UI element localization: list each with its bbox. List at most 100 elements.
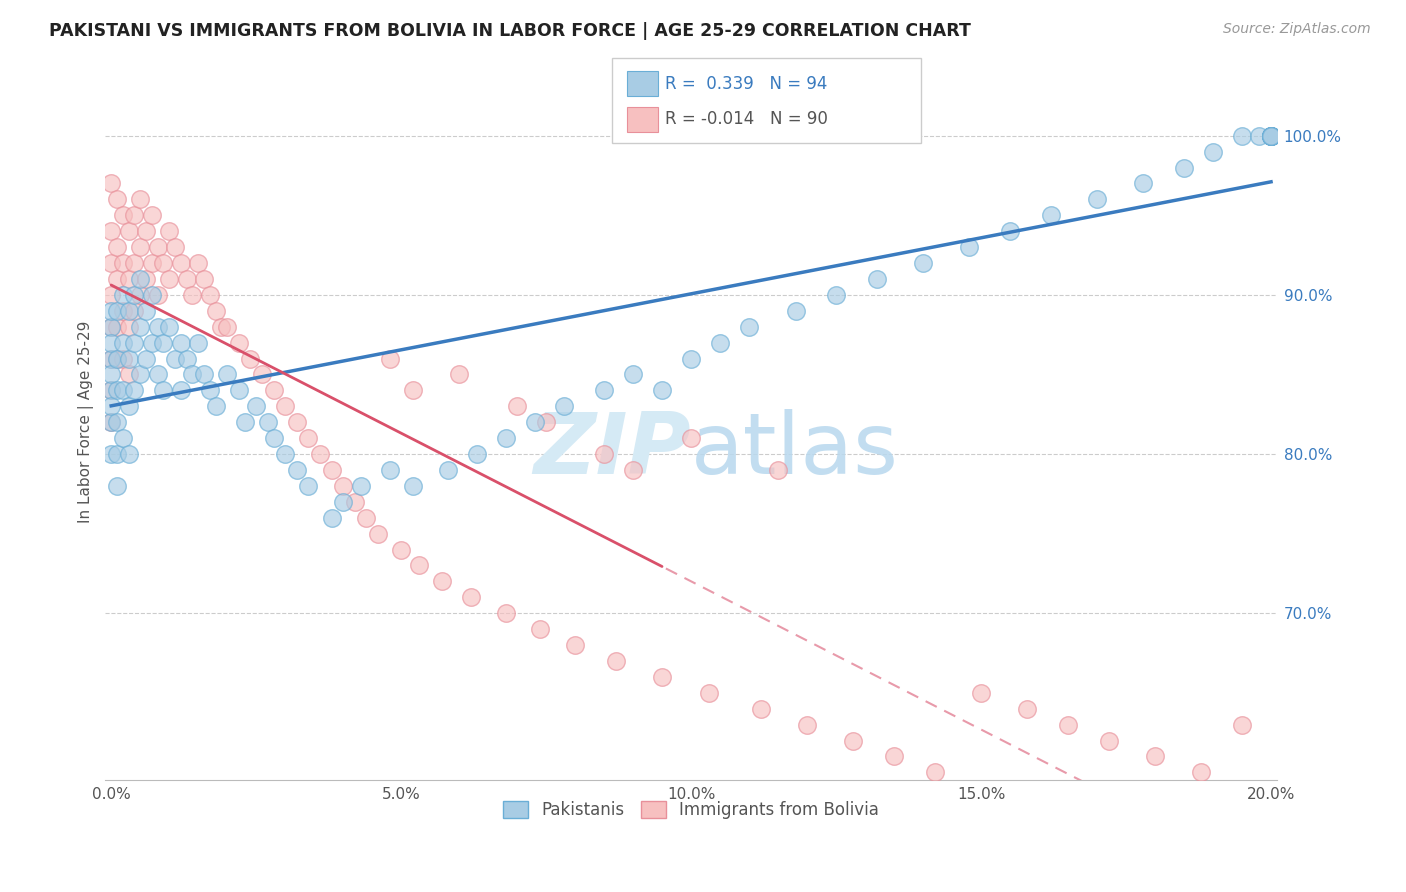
Point: [100, 319, 122, 334]
Point: [449, 368, 471, 382]
Point: [1173, 161, 1195, 175]
Point: [141, 335, 163, 350]
Point: [141, 208, 163, 222]
Point: [146, 240, 169, 254]
Point: [193, 272, 215, 286]
Point: [100, 256, 122, 270]
Point: [198, 384, 221, 398]
Point: [100, 384, 122, 398]
Point: [111, 303, 134, 318]
Point: [1260, 128, 1282, 143]
Point: [256, 415, 278, 429]
Point: [309, 447, 332, 461]
Point: [681, 431, 703, 445]
Point: [187, 335, 209, 350]
Point: [181, 288, 204, 302]
Point: [100, 335, 122, 350]
Point: [593, 447, 616, 461]
Point: [152, 335, 174, 350]
Point: [105, 240, 128, 254]
Point: [198, 288, 221, 302]
Point: [681, 351, 703, 366]
Point: [825, 288, 848, 302]
Point: [129, 272, 152, 286]
Point: [349, 479, 371, 493]
Text: R =  0.339   N = 94: R = 0.339 N = 94: [665, 75, 827, 93]
Point: [796, 717, 818, 731]
Point: [651, 384, 673, 398]
Point: [621, 463, 644, 477]
Point: [124, 256, 146, 270]
Point: [117, 351, 139, 366]
Text: Source: ZipAtlas.com: Source: ZipAtlas.com: [1223, 22, 1371, 37]
Text: ZIP: ZIP: [533, 409, 692, 492]
Point: [495, 606, 517, 620]
Point: [621, 368, 644, 382]
Point: [709, 335, 731, 350]
Point: [105, 192, 128, 206]
Point: [181, 368, 204, 382]
Point: [124, 303, 146, 318]
Point: [593, 384, 616, 398]
Point: [100, 224, 122, 238]
Point: [1260, 128, 1282, 143]
Point: [129, 319, 152, 334]
Point: [135, 272, 157, 286]
Point: [378, 351, 401, 366]
Point: [842, 733, 865, 747]
Point: [170, 256, 193, 270]
Point: [204, 399, 226, 413]
Point: [285, 415, 308, 429]
Point: [321, 463, 343, 477]
Point: [605, 654, 627, 668]
Point: [1260, 128, 1282, 143]
Point: [124, 288, 146, 302]
Point: [105, 319, 128, 334]
Point: [1260, 128, 1282, 143]
Point: [285, 463, 308, 477]
Point: [209, 319, 232, 334]
Point: [100, 368, 122, 382]
Point: [651, 670, 673, 684]
Point: [170, 335, 193, 350]
Point: [146, 319, 169, 334]
Point: [436, 463, 458, 477]
Text: PAKISTANI VS IMMIGRANTS FROM BOLIVIA IN LABOR FORCE | AGE 25-29 CORRELATION CHAR: PAKISTANI VS IMMIGRANTS FROM BOLIVIA IN …: [49, 22, 972, 40]
Point: [105, 351, 128, 366]
Point: [924, 765, 946, 780]
Point: [117, 224, 139, 238]
Point: [297, 479, 319, 493]
Point: [356, 510, 378, 524]
Text: R = -0.014   N = 90: R = -0.014 N = 90: [665, 111, 828, 128]
Point: [912, 256, 935, 270]
Point: [1132, 177, 1154, 191]
Point: [117, 368, 139, 382]
Point: [100, 399, 122, 413]
Point: [105, 272, 128, 286]
Point: [117, 303, 139, 318]
Point: [152, 384, 174, 398]
Y-axis label: In Labor Force | Age 25-29: In Labor Force | Age 25-29: [79, 321, 94, 524]
Point: [1202, 145, 1225, 159]
Point: [378, 463, 401, 477]
Point: [176, 351, 198, 366]
Point: [402, 479, 425, 493]
Point: [263, 431, 285, 445]
Point: [274, 399, 297, 413]
Point: [117, 399, 139, 413]
Point: [1144, 749, 1167, 764]
Point: [111, 208, 134, 222]
Point: [766, 463, 789, 477]
Point: [124, 208, 146, 222]
Point: [1260, 128, 1282, 143]
Point: [111, 351, 134, 366]
Point: [157, 224, 180, 238]
Text: atlas: atlas: [692, 409, 898, 492]
Point: [738, 319, 761, 334]
Legend: Pakistanis, Immigrants from Bolivia: Pakistanis, Immigrants from Bolivia: [496, 794, 886, 826]
Point: [141, 288, 163, 302]
Point: [163, 351, 186, 366]
Point: [263, 384, 285, 398]
Point: [111, 256, 134, 270]
Point: [239, 351, 262, 366]
